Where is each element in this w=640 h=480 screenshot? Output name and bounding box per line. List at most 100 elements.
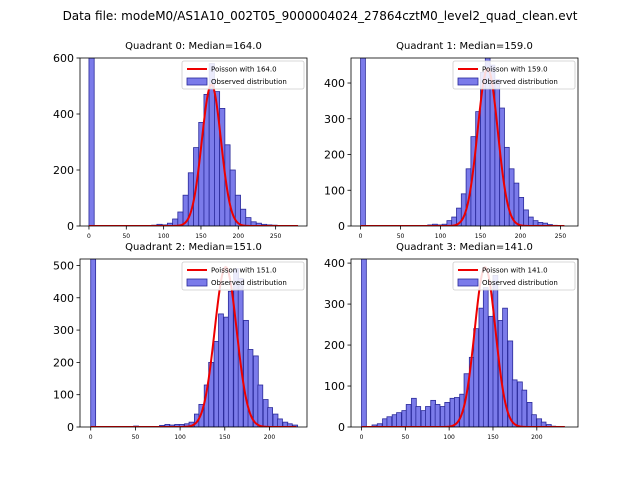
x-tick-label: 250: [270, 233, 282, 240]
legend-label-poisson: Poisson with 151.0: [211, 267, 277, 275]
histogram-bar: [528, 216, 534, 226]
histogram-bar: [360, 58, 366, 226]
legend: Poisson with 151.0 Observed distribution: [181, 261, 305, 291]
x-tick-label: 100: [443, 434, 455, 441]
y-tick-label: 200: [324, 339, 345, 352]
y-tick-label: 400: [53, 292, 74, 305]
poisson-curve: [90, 265, 297, 427]
legend-label-observed: Observed distribution: [211, 78, 287, 86]
legend-label-poisson: Poisson with 141.0: [482, 267, 548, 275]
y-tick-label: 300: [324, 113, 345, 126]
histogram-bar: [88, 58, 95, 226]
y-tick-label: 300: [324, 298, 345, 311]
quadrant-3-panel: Quadrant 3: Median=141.0 0 50 100 150 200 0 100…: [324, 242, 579, 441]
y-tick-label: 0: [67, 421, 74, 434]
y-tick-label: 200: [53, 164, 74, 177]
legend-bar-swatch: [186, 278, 208, 287]
x-tick-label: 50: [397, 233, 405, 240]
panel-title: Quadrant 1: Median=159.0: [396, 41, 533, 52]
panel-title: Quadrant 2: Median=151.0: [125, 242, 262, 253]
y-tick-label: 300: [53, 324, 74, 337]
histogram-bar: [257, 384, 264, 427]
legend-bar-swatch: [186, 77, 208, 86]
legend-label-observed: Observed distribution: [211, 279, 287, 287]
x-tick-label: 200: [233, 233, 245, 240]
axes-frame: [350, 258, 579, 428]
histogram-bar: [218, 313, 224, 427]
x-tick-label: 200: [515, 233, 527, 240]
x-tick-label: 0: [360, 434, 364, 441]
legend-box: [181, 261, 305, 291]
x-tick-label: 50: [402, 434, 410, 441]
histogram-bar: [425, 406, 431, 427]
histogram-bar: [247, 349, 254, 427]
x-tick-label: 150: [195, 233, 207, 240]
axes-frame: [350, 57, 579, 227]
panel-title: Quadrant 0: Median=164.0: [125, 41, 262, 52]
histogram-bar: [386, 416, 393, 427]
histogram-bar: [245, 217, 252, 226]
histogram-bars: [360, 58, 558, 226]
histogram-bar: [482, 287, 489, 427]
y-tick-label: 100: [324, 184, 345, 197]
legend-label-poisson: Poisson with 164.0: [211, 66, 277, 74]
histogram-bar: [277, 418, 283, 427]
histogram-bar: [511, 379, 518, 427]
x-tick-label: 100: [435, 233, 447, 240]
histogram-bar: [396, 412, 402, 427]
histogram-bar: [473, 328, 479, 427]
poisson-curve: [88, 83, 299, 226]
histogram-bar: [494, 79, 501, 226]
legend-label-observed: Observed distribution: [482, 279, 558, 287]
y-tick-label: 100: [324, 380, 345, 393]
legend-box: [452, 261, 576, 291]
legend-label-observed: Observed distribution: [482, 78, 558, 86]
panel-title: Quadrant 3: Median=141.0: [396, 242, 533, 253]
legend: Poisson with 159.0 Observed distribution: [452, 60, 576, 90]
y-tick-label: 0: [338, 220, 345, 233]
histogram-bar: [405, 404, 412, 427]
x-tick-label: 50: [132, 434, 140, 441]
histogram-bar: [227, 290, 234, 427]
histogram-bar: [518, 197, 525, 226]
x-tick-label: 100: [174, 434, 186, 441]
x-tick-label: 0: [89, 434, 93, 441]
y-tick-label: 0: [338, 421, 345, 434]
quadrant-2-panel: Quadrant 2: Median=151.0 0 50 100 150 200 0 100…: [53, 242, 308, 441]
histogram-bar: [267, 407, 273, 427]
axes-frame: [79, 57, 308, 227]
y-tick-label: 200: [324, 149, 345, 162]
x-tick-label: 150: [475, 233, 487, 240]
y-tick-label: 500: [53, 259, 74, 272]
quadrant-0-panel: Quadrant 0: Median=164.0 0 50 100 150 200 250 0…: [53, 41, 308, 240]
quadrant-1-panel: Quadrant 1: Median=159.0 0 50 100 150 200 250 0…: [324, 41, 579, 240]
histogram-bar: [513, 182, 520, 226]
histogram-bar: [546, 424, 552, 427]
x-tick-label: 150: [219, 434, 231, 441]
legend-bar-swatch: [457, 278, 479, 287]
y-tick-label: 200: [53, 356, 74, 369]
histogram-bar: [502, 307, 508, 427]
x-tick-label: 50: [122, 233, 130, 240]
histogram-bar: [523, 209, 529, 226]
x-tick-label: 250: [555, 233, 567, 240]
histogram-bar: [240, 208, 247, 226]
y-tick-label: 600: [53, 52, 74, 65]
histogram-bar: [434, 404, 441, 427]
y-tick-label: 400: [53, 108, 74, 121]
histogram-bar: [376, 423, 383, 427]
y-tick-label: 400: [324, 257, 345, 270]
histogram-bar: [361, 259, 367, 427]
histogram-bar: [531, 414, 537, 427]
legend-box: [452, 60, 576, 90]
histogram-bar: [371, 424, 378, 427]
y-tick-label: 0: [67, 220, 74, 233]
y-tick-label: 100: [53, 389, 74, 402]
histogram-bar: [415, 406, 422, 427]
axes-frame: [79, 258, 308, 428]
histogram-bar: [463, 373, 470, 427]
figure-suptitle: Data file: modeM0/AS1A10_002T05_90000040…: [63, 9, 578, 23]
y-tick-label: 400: [324, 77, 345, 90]
x-tick-label: 0: [87, 233, 91, 240]
